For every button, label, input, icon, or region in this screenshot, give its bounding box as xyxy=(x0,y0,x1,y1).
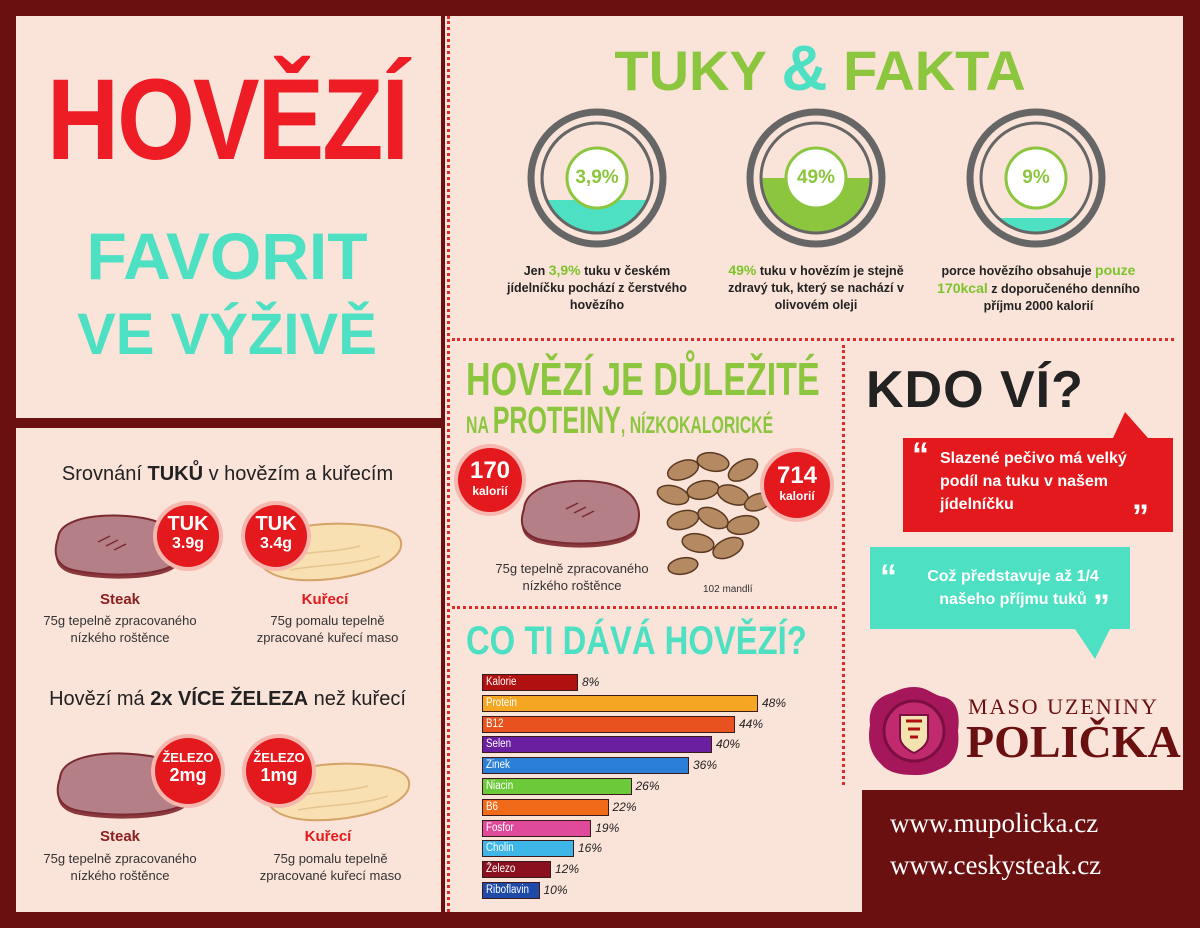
chart-bar: Selen xyxy=(482,736,712,754)
steak-iron-badge: ŽELEZO 2mg xyxy=(155,738,221,804)
chart-bar: B12 xyxy=(482,715,735,733)
almond-caption: 102 mandlí xyxy=(703,584,753,595)
chart-value-label: 40% xyxy=(716,737,741,752)
title-ve-vyzive: VE VÝŽIVĚ xyxy=(77,302,377,367)
quote2-close-mark: ” xyxy=(1093,588,1110,626)
chicken-name: Kuřecí xyxy=(301,591,349,608)
ring-2-value: 49% xyxy=(796,167,836,188)
facts-title-amp: & xyxy=(781,32,828,104)
chart-bar: Kalorie xyxy=(482,674,578,691)
ring-2-caption: 49% tuku v hovězím je stejně zdravý tuk,… xyxy=(728,262,904,312)
comparison-panel xyxy=(16,428,441,912)
steak-name-2: Steak xyxy=(99,828,141,845)
iron-heading: Hovězí má 2x VÍCE ŽELEZA než kuřecí xyxy=(49,688,406,710)
chart-value-label: 36% xyxy=(693,758,718,773)
chart-value-label: 22% xyxy=(612,799,637,814)
protein-title-line2: NA PROTEINY, NÍZKOKALORICKÉ xyxy=(466,400,774,442)
steak-fat-badge: TUK 3.9g xyxy=(157,505,219,567)
chart-category-label: B12 xyxy=(486,717,504,730)
divider-protein xyxy=(452,606,837,609)
fat-ring-3 xyxy=(966,108,1106,248)
chart-bar: Železo xyxy=(482,861,551,879)
protein-title-line1: HOVĚZÍ JE DŮLEŽITÉ xyxy=(466,353,820,405)
chicken-desc: 75g pomalu tepelně zpracované kuřecí mas… xyxy=(256,613,399,645)
chart-category-label: Niacin xyxy=(486,780,514,792)
divider-facts xyxy=(452,338,1174,341)
chart-value-label: 19% xyxy=(595,820,620,835)
almond-kcal-badge: 714 kalorií xyxy=(764,452,830,518)
chart-value-label: 10% xyxy=(543,883,568,897)
brand-url-2[interactable]: www.ceskysteak.cz xyxy=(890,850,1102,880)
chart-value-label: 26% xyxy=(635,779,660,793)
chart-category-label: Fosfor xyxy=(486,821,514,834)
ring-3-value: 9% xyxy=(1022,167,1050,188)
chart-value-label: 16% xyxy=(578,841,603,856)
chicken-desc-2: 75g pomalu tepelně zpracované kuřecí mas… xyxy=(259,851,402,883)
chicken-fat-badge: TUK 3.4g xyxy=(245,505,307,567)
chart-category-label: Kalorie xyxy=(486,676,517,688)
divider-vertical-right xyxy=(842,345,845,785)
steak-kcal-badge: 170 kalorií xyxy=(458,448,522,512)
quote1-close-mark: ” xyxy=(1132,498,1149,536)
kdo-vi-title: KDO VÍ? xyxy=(866,361,1084,419)
steak-name: Steak xyxy=(99,591,141,608)
steak-desc: 75g tepelně zpracovaného nízkého roštěnc… xyxy=(43,613,197,645)
chicken-name-2: Kuřecí xyxy=(304,828,352,845)
chart-category-label: Zinek xyxy=(486,759,510,772)
brand-seal-logo xyxy=(869,687,959,775)
steak-image xyxy=(54,514,182,579)
quote2-open-mark: “ xyxy=(880,558,897,596)
nutrients-title: CO TI DÁVÁ HOVĚZÍ? xyxy=(466,619,807,663)
ring-3-caption: porce hovězího obsahuje pouze 170kcal z … xyxy=(937,262,1140,313)
quote2-text: Což představuje až 1/4 našeho příjmu tuk… xyxy=(927,568,1099,608)
chart-value-label: 12% xyxy=(555,862,580,877)
fat-ring-1 xyxy=(527,108,667,248)
brand-url-1[interactable]: www.mupolicka.cz xyxy=(890,808,1099,838)
chart-category-label: Selen xyxy=(486,738,512,751)
title-panel xyxy=(16,16,441,418)
chart-bar: Cholin xyxy=(482,840,574,858)
facts-title-part2: FAKTA xyxy=(843,39,1026,102)
steak-desc-2: 75g tepelně zpracovaného nízkého roštěnc… xyxy=(43,851,197,883)
fat-heading: Srovnání TUKŮ v hovězím a kuřecím xyxy=(61,463,394,485)
divider-vertical-left xyxy=(447,16,450,912)
chart-value-label: 44% xyxy=(739,716,764,731)
chart-category-label: Cholin xyxy=(486,842,514,855)
quote-bubble-red xyxy=(903,412,1173,532)
title-favorit: FAVORIT xyxy=(86,219,368,293)
ring-1-value: 3,9% xyxy=(575,167,619,188)
almonds-image xyxy=(656,451,773,576)
chart-value-label: 48% xyxy=(762,695,787,710)
chart-category-label: Riboflavin xyxy=(486,884,529,896)
ring-1-caption: Jen 3,9% tuku v českém jídelníčku pocház… xyxy=(507,262,687,312)
chart-bar: Zinek xyxy=(482,757,689,775)
brand-footer xyxy=(862,790,1183,912)
quote1-text: Slazené pečivo má velký podíl na tuku v … xyxy=(940,450,1127,513)
protein-steak-image xyxy=(520,479,640,548)
facts-title: TUKY & FAKTA xyxy=(600,36,1040,103)
chart-category-label: B6 xyxy=(486,800,498,813)
chart-category-label: Protein xyxy=(486,696,517,709)
fat-ring-2 xyxy=(746,108,886,248)
chart-bar: Niacin xyxy=(482,778,632,795)
brand-line2: POLIČKA xyxy=(966,716,1181,767)
chart-value-label: 8% xyxy=(582,675,600,689)
chart-bar: Protein xyxy=(482,694,758,712)
chart-bar: B6 xyxy=(482,798,609,816)
chart-bar: Fosfor xyxy=(482,819,592,837)
quote1-open-mark: “ xyxy=(912,436,929,474)
chart-category-label: Železo xyxy=(486,863,516,876)
title-main: HOVĚZÍ xyxy=(46,55,409,185)
chicken-iron-badge: ŽELEZO 1mg xyxy=(246,738,312,804)
chart-bar: Riboflavin xyxy=(482,882,540,899)
facts-title-part1: TUKY xyxy=(614,39,766,102)
quote-bubble-teal xyxy=(870,547,1130,659)
brand-line1: MASO UZENINY xyxy=(968,694,1159,719)
protein-steak-caption: 75g tepelně zpracovaného nízkého roštěnc… xyxy=(495,561,649,593)
